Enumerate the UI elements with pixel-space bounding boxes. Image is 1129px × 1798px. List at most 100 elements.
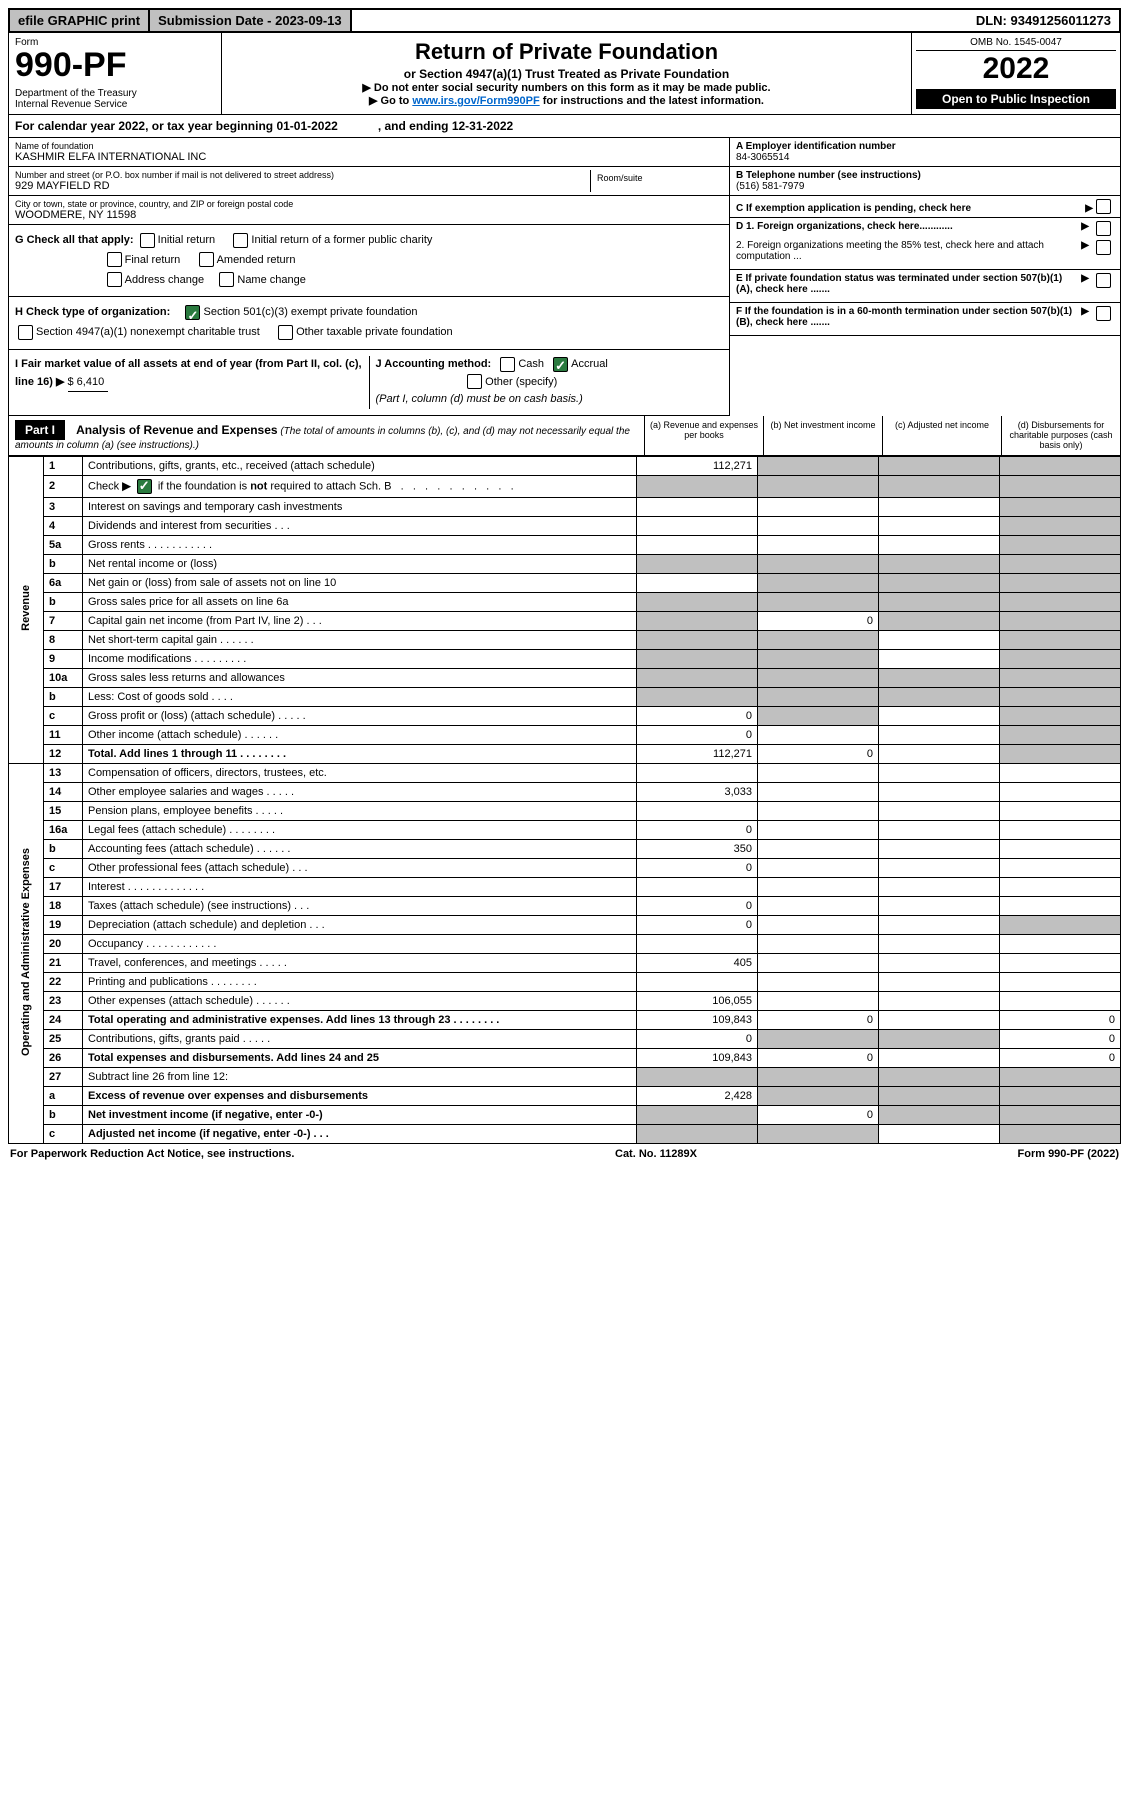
efile-print-button[interactable]: efile GRAPHIC print bbox=[10, 10, 150, 31]
table-row: 25Contributions, gifts, grants paid . . … bbox=[9, 1029, 1121, 1048]
h2-label: Section 4947(a)(1) nonexempt charitable … bbox=[36, 326, 260, 338]
c-label: C If exemption application is pending, c… bbox=[736, 203, 971, 214]
org-address: 929 MAYFIELD RD bbox=[15, 180, 590, 192]
dln-value: 93491256011273 bbox=[1010, 13, 1111, 28]
table-row: cAdjusted net income (if negative, enter… bbox=[9, 1124, 1121, 1143]
line-description: Contributions, gifts, grants paid . . . … bbox=[83, 1029, 637, 1048]
line-description: Income modifications . . . . . . . . . bbox=[83, 649, 637, 668]
line-description: Interest . . . . . . . . . . . . . bbox=[83, 877, 637, 896]
g4-label: Amended return bbox=[217, 254, 296, 266]
city-label: City or town, state or province, country… bbox=[15, 199, 723, 209]
header-left: Form 990-PF Department of the Treasury I… bbox=[9, 33, 222, 114]
line-description: Dividends and interest from securities .… bbox=[83, 516, 637, 535]
submission-date-value: 2023-09-13 bbox=[275, 13, 342, 28]
schb-checkbox[interactable] bbox=[137, 479, 152, 494]
initial-return-checkbox[interactable] bbox=[140, 233, 155, 248]
arrow-icon: ▶ bbox=[1081, 240, 1089, 251]
top-bar: efile GRAPHIC print Submission Date - 20… bbox=[8, 8, 1121, 33]
calendar-year: For calendar year 2022, or tax year begi… bbox=[8, 115, 1121, 138]
line-description: Compensation of officers, directors, tru… bbox=[83, 763, 637, 782]
table-row: 8Net short-term capital gain . . . . . . bbox=[9, 630, 1121, 649]
other-taxable-checkbox[interactable] bbox=[278, 325, 293, 340]
table-row: 18Taxes (attach schedule) (see instructi… bbox=[9, 896, 1121, 915]
table-row: bNet investment income (if negative, ent… bbox=[9, 1105, 1121, 1124]
arrow-icon: ▶ bbox=[56, 376, 64, 388]
d1-checkbox[interactable] bbox=[1096, 221, 1111, 236]
g-label: G Check all that apply: bbox=[15, 234, 134, 246]
table-row: 15Pension plans, employee benefits . . .… bbox=[9, 801, 1121, 820]
line-description: Gross sales less returns and allowances bbox=[83, 668, 637, 687]
main-title: Return of Private Foundation bbox=[230, 39, 903, 65]
form-header: Form 990-PF Department of the Treasury I… bbox=[8, 33, 1121, 115]
name-change-checkbox[interactable] bbox=[219, 272, 234, 287]
footer-left: For Paperwork Reduction Act Notice, see … bbox=[10, 1148, 294, 1160]
final-return-checkbox[interactable] bbox=[107, 252, 122, 267]
e-checkbox[interactable] bbox=[1096, 273, 1111, 288]
f-label: F If the foundation is in a 60-month ter… bbox=[736, 306, 1072, 328]
line-description: Other employee salaries and wages . . . … bbox=[83, 782, 637, 801]
g6-label: Name change bbox=[237, 274, 306, 286]
d2-checkbox[interactable] bbox=[1096, 240, 1111, 255]
c-cell: C If exemption application is pending, c… bbox=[730, 196, 1120, 218]
col-b-header: (b) Net investment income bbox=[763, 416, 882, 455]
f-checkbox[interactable] bbox=[1096, 306, 1111, 321]
j-label: J Accounting method: bbox=[376, 358, 492, 370]
table-row: 14Other employee salaries and wages . . … bbox=[9, 782, 1121, 801]
initial-former-checkbox[interactable] bbox=[233, 233, 248, 248]
omb-number: OMB No. 1545-0047 bbox=[916, 37, 1116, 51]
address-row: Number and street (or P.O. box number if… bbox=[9, 167, 729, 196]
instr-2: ▶ Go to www.irs.gov/Form990PF for instru… bbox=[230, 94, 903, 107]
line-description: Other expenses (attach schedule) . . . .… bbox=[83, 991, 637, 1010]
table-row: 16aLegal fees (attach schedule) . . . . … bbox=[9, 820, 1121, 839]
line-description: Pension plans, employee benefits . . . .… bbox=[83, 801, 637, 820]
footer-right: Form 990-PF (2022) bbox=[1018, 1148, 1120, 1160]
table-row: 9Income modifications . . . . . . . . . bbox=[9, 649, 1121, 668]
j1-label: Cash bbox=[518, 358, 544, 370]
g1-label: Initial return bbox=[158, 234, 215, 246]
c-checkbox[interactable] bbox=[1096, 199, 1111, 214]
ein-cell: A Employer identification number 84-3065… bbox=[730, 138, 1120, 167]
cash-checkbox[interactable] bbox=[500, 357, 515, 372]
part-i-table: Revenue1Contributions, gifts, grants, et… bbox=[8, 456, 1121, 1144]
arrow-icon: ▶ bbox=[1085, 203, 1093, 214]
col-d-header: (d) Disbursements for charitable purpose… bbox=[1001, 416, 1120, 455]
g5-label: Address change bbox=[125, 274, 205, 286]
open-public: Open to Public Inspection bbox=[916, 89, 1116, 109]
line-description: Total operating and administrative expen… bbox=[83, 1010, 637, 1029]
line-description: Capital gain net income (from Part IV, l… bbox=[83, 611, 637, 630]
table-row: 5aGross rents . . . . . . . . . . . bbox=[9, 535, 1121, 554]
line-description: Taxes (attach schedule) (see instruction… bbox=[83, 896, 637, 915]
line-description: Check ▶ if the foundation is not require… bbox=[83, 475, 637, 497]
footer: For Paperwork Reduction Act Notice, see … bbox=[8, 1144, 1121, 1164]
table-row: bLess: Cost of goods sold . . . . bbox=[9, 687, 1121, 706]
irs-link[interactable]: www.irs.gov/Form990PF bbox=[412, 95, 539, 107]
submission-date: Submission Date - 2023-09-13 bbox=[150, 10, 352, 31]
e-label: E If private foundation status was termi… bbox=[736, 273, 1062, 295]
instr2-pre: ▶ Go to bbox=[369, 95, 412, 107]
address-change-checkbox[interactable] bbox=[107, 272, 122, 287]
line-description: Other professional fees (attach schedule… bbox=[83, 858, 637, 877]
501c3-checkbox[interactable] bbox=[185, 305, 200, 320]
line-description: Gross sales price for all assets on line… bbox=[83, 592, 637, 611]
h-section: H Check type of organization: Section 50… bbox=[9, 297, 729, 350]
amended-return-checkbox[interactable] bbox=[199, 252, 214, 267]
other-method-checkbox[interactable] bbox=[467, 374, 482, 389]
line-description: Net rental income or (loss) bbox=[83, 554, 637, 573]
line-description: Net investment income (if negative, ente… bbox=[83, 1105, 637, 1124]
header-right: OMB No. 1545-0047 2022 Open to Public In… bbox=[911, 33, 1120, 114]
org-city: WOODMERE, NY 11598 bbox=[15, 209, 723, 221]
side-label: Operating and Administrative Expenses bbox=[9, 763, 44, 1143]
ein-label: A Employer identification number bbox=[736, 141, 896, 152]
g-section: G Check all that apply: Initial return I… bbox=[9, 225, 729, 297]
tel-label: B Telephone number (see instructions) bbox=[736, 170, 921, 181]
d2-label: 2. Foreign organizations meeting the 85%… bbox=[736, 240, 1077, 262]
table-row: 6aNet gain or (loss) from sale of assets… bbox=[9, 573, 1121, 592]
part-label: Part I bbox=[15, 420, 65, 440]
line-description: Gross rents . . . . . . . . . . . bbox=[83, 535, 637, 554]
accrual-checkbox[interactable] bbox=[553, 357, 568, 372]
line-description: Printing and publications . . . . . . . … bbox=[83, 972, 637, 991]
table-row: 21Travel, conferences, and meetings . . … bbox=[9, 953, 1121, 972]
line-description: Net gain or (loss) from sale of assets n… bbox=[83, 573, 637, 592]
footer-mid: Cat. No. 11289X bbox=[615, 1148, 697, 1160]
4947a1-checkbox[interactable] bbox=[18, 325, 33, 340]
